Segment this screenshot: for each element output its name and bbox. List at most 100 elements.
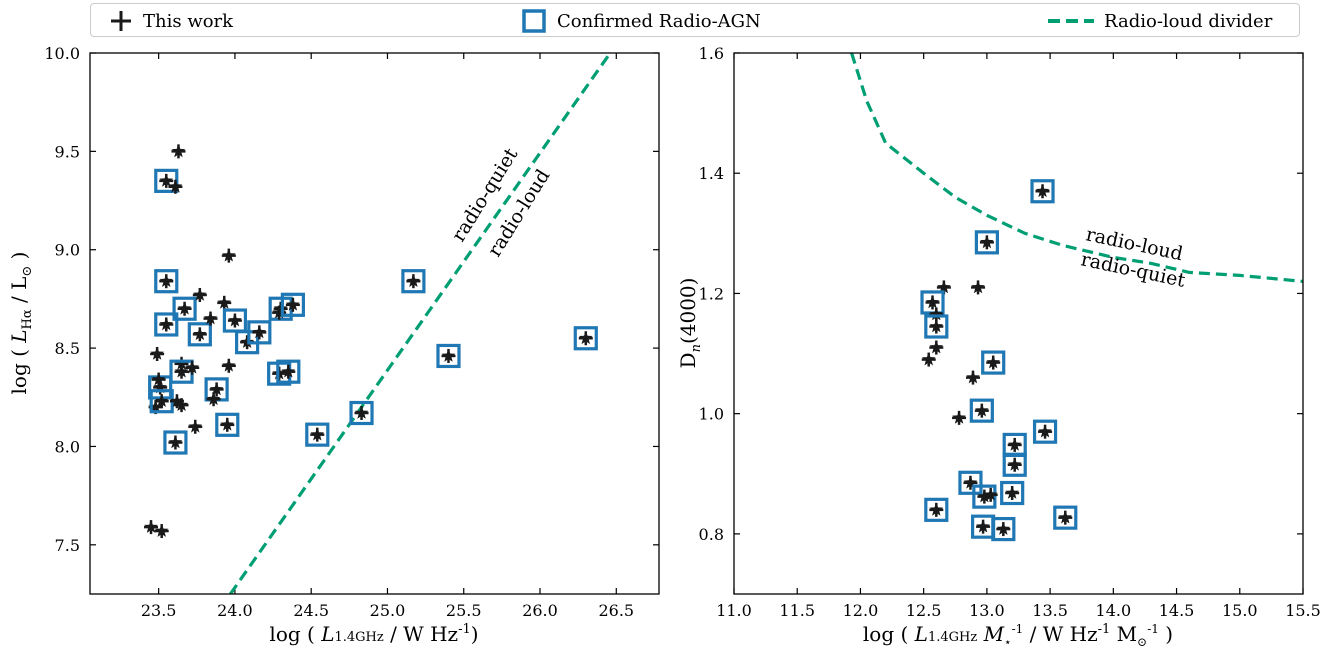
agn-marker xyxy=(1030,179,1055,204)
agn-marker xyxy=(969,398,994,423)
data-point xyxy=(436,343,461,369)
agn-marker xyxy=(991,516,1016,542)
legend: This work Confirmed Radio-AGN Radio-loud… xyxy=(90,3,1300,37)
agn-marker xyxy=(972,484,997,509)
star-marker xyxy=(354,405,369,419)
star-marker xyxy=(159,173,174,187)
star-marker xyxy=(193,327,207,341)
x-tick-label: 11.5 xyxy=(779,601,815,620)
x-tick-label: 25.0 xyxy=(370,601,406,620)
data-point xyxy=(174,397,189,413)
star-marker xyxy=(185,360,200,374)
star-marker xyxy=(222,248,236,262)
x-tick-label: 13.5 xyxy=(1032,601,1068,620)
star-marker xyxy=(174,397,189,411)
y-tick-label: 1.4 xyxy=(699,164,724,183)
star-marker xyxy=(174,364,189,378)
x-tick-label: 23.5 xyxy=(141,601,177,620)
star-marker xyxy=(228,313,242,327)
x-tick-label: 14.0 xyxy=(1096,601,1132,620)
star-marker xyxy=(980,235,994,249)
star-marker xyxy=(281,364,296,378)
agn-marker xyxy=(436,343,461,369)
legend-item-agn: Confirmed Radio-AGN xyxy=(521,4,761,38)
data-point xyxy=(221,248,236,263)
data-point xyxy=(185,360,200,375)
x-tick-label: 24.0 xyxy=(217,601,253,620)
x-tick-label: 13.0 xyxy=(969,601,1005,620)
star-marker xyxy=(154,523,169,537)
left-panel: 23.5 24.0 24.5 25.0 25.5 26.0 26.5 7.5 8.0 8.5 9.0… xyxy=(7,44,660,646)
radio-loud-divider-curve xyxy=(850,53,1303,283)
star-marker xyxy=(310,427,325,441)
agn-marker xyxy=(154,269,179,294)
agn-marker xyxy=(222,308,248,333)
star-marker xyxy=(188,419,203,433)
y-tick-label: 1.6 xyxy=(699,44,724,63)
data-point xyxy=(952,410,967,425)
star-marker xyxy=(177,301,192,315)
star-marker xyxy=(986,355,1001,369)
data-point xyxy=(924,314,949,339)
data-point xyxy=(971,280,986,295)
data-point xyxy=(929,340,944,355)
data-point xyxy=(965,370,980,385)
y-tick-label: 9.0 xyxy=(55,241,80,260)
star-marker xyxy=(929,307,944,321)
star-marker xyxy=(159,274,174,287)
legend-item-divider: Radio-loud divider xyxy=(1048,4,1272,38)
data-point xyxy=(168,179,183,194)
star-marker xyxy=(971,280,985,294)
data-point xyxy=(222,308,248,333)
star-marker xyxy=(996,521,1011,535)
legend-label-agn: Confirmed Radio-AGN xyxy=(557,10,761,32)
star-marker xyxy=(174,356,189,370)
data-point xyxy=(305,422,330,447)
data-point xyxy=(983,487,998,502)
star-marker xyxy=(937,280,951,294)
data-point xyxy=(1053,505,1078,530)
star-marker xyxy=(154,394,169,407)
agn-marker xyxy=(280,292,305,317)
axes-frame xyxy=(733,52,1304,595)
star-marker xyxy=(1005,485,1019,499)
data-point xyxy=(970,514,996,539)
star-marker xyxy=(150,346,164,360)
star-marker xyxy=(921,352,936,366)
star-marker xyxy=(240,335,254,348)
data-point xyxy=(247,320,272,345)
y-tick-label: 10.0 xyxy=(44,44,80,63)
x-tick-label: 11.0 xyxy=(716,601,752,620)
x-tick-label: 25.5 xyxy=(446,601,482,620)
data-point xyxy=(974,230,999,255)
star-marker xyxy=(217,295,232,309)
agn-marker xyxy=(974,230,999,255)
agn-marker xyxy=(276,359,301,384)
agn-marker xyxy=(401,269,426,294)
plot-area xyxy=(144,53,612,594)
star-marker xyxy=(206,392,221,406)
agn-marker xyxy=(187,322,212,347)
star-marker xyxy=(929,502,944,516)
data-point xyxy=(187,322,212,347)
y-axis-label: log ( LHα / L⊙ ) xyxy=(7,252,35,395)
star-marker xyxy=(153,380,167,394)
data-point xyxy=(151,372,166,387)
y-tick-label: 8.5 xyxy=(55,339,80,358)
y-tick-label: 9.5 xyxy=(55,142,80,161)
star-marker xyxy=(252,325,267,339)
star-marker xyxy=(209,382,224,396)
data-point xyxy=(1000,480,1025,506)
data-point xyxy=(171,144,186,159)
data-point xyxy=(920,290,945,315)
star-marker xyxy=(1035,184,1050,198)
plus-marker-icon xyxy=(111,11,131,31)
star-marker xyxy=(272,305,286,319)
x-tick-label: 26.0 xyxy=(522,601,558,620)
agn-marker xyxy=(247,320,272,345)
data-point xyxy=(204,377,229,402)
data-point xyxy=(188,419,203,434)
star-marker xyxy=(983,487,998,501)
star-marker xyxy=(925,295,940,309)
